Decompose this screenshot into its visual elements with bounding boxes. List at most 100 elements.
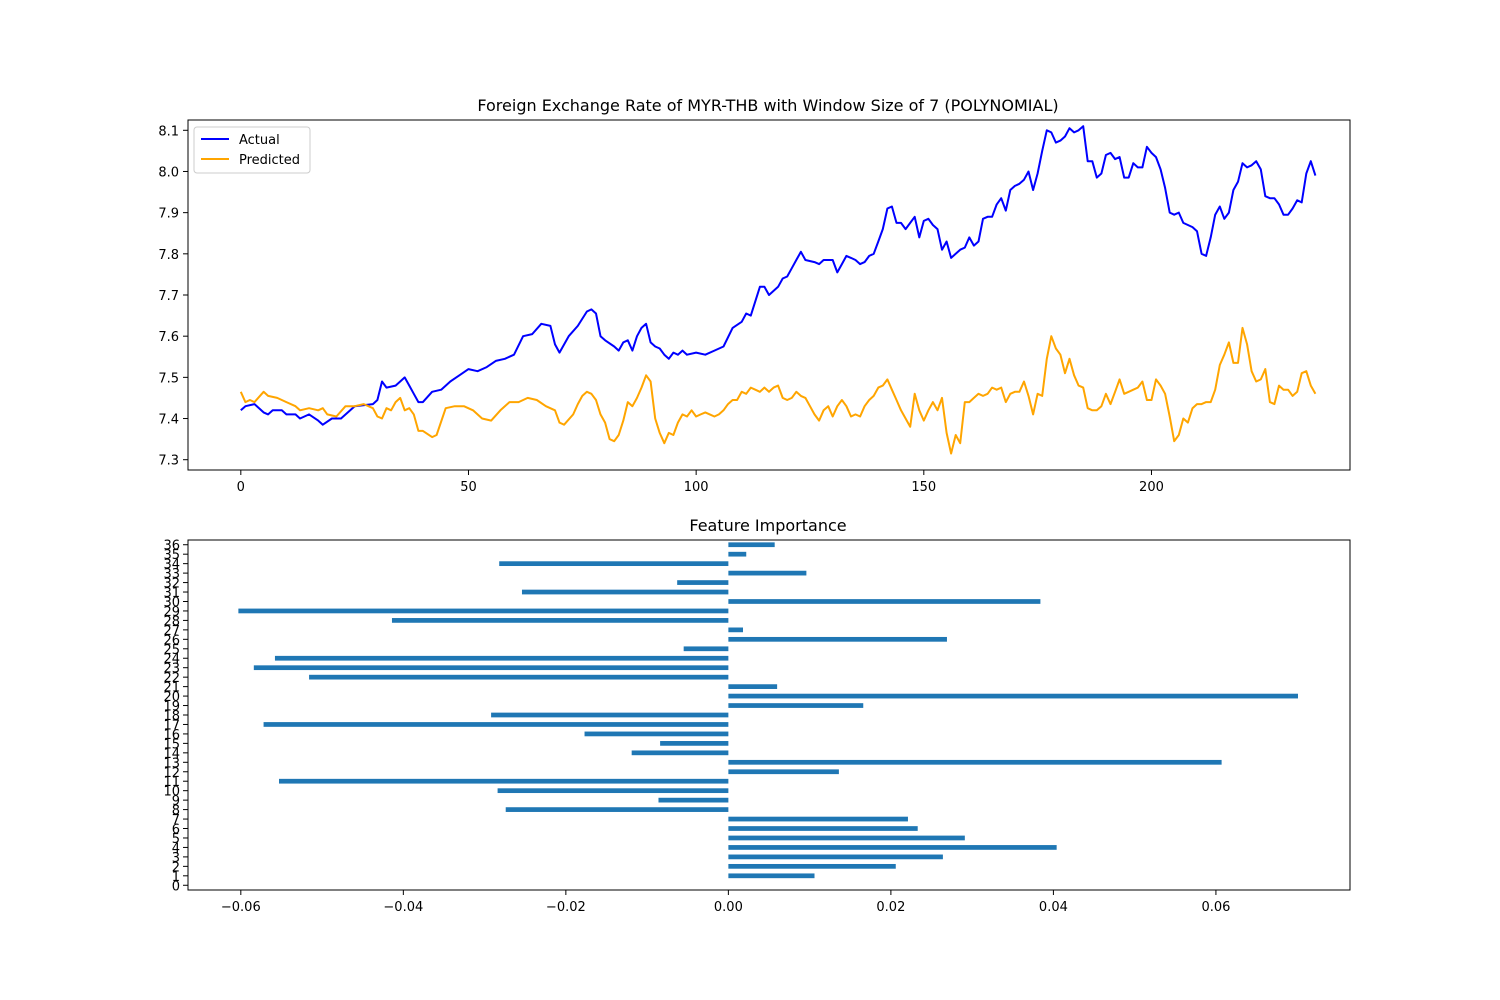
bar-feature-13 bbox=[728, 759, 1222, 765]
x-tick-label: 0.02 bbox=[876, 900, 905, 915]
bar-feature-22 bbox=[309, 674, 729, 680]
y-tick-label: 2 bbox=[172, 860, 180, 875]
bar-feature-10 bbox=[497, 788, 729, 794]
line-chart-x-ticks: 0 50 100 150 200 bbox=[237, 470, 1164, 495]
y-tick-label: 17 bbox=[163, 718, 180, 733]
y-tick-label: 3 bbox=[172, 851, 180, 866]
bar-chart-x-ticks: −0.06 −0.04 −0.02 0.00 0.02 0.04 0.06 bbox=[221, 890, 1230, 915]
y-tick-label: 14 bbox=[163, 747, 180, 762]
bar-feature-27 bbox=[728, 627, 743, 633]
x-tick-label: −0.04 bbox=[383, 900, 423, 915]
y-tick-label: 32 bbox=[163, 577, 180, 592]
bar-feature-28 bbox=[391, 618, 729, 623]
bar-feature-31 bbox=[521, 589, 729, 595]
y-tick-label: 7.3 bbox=[158, 454, 179, 469]
line-chart-y-ticks: 7.3 7.4 7.5 7.6 7.7 7.8 7.9 8.0 8.1 bbox=[158, 124, 188, 469]
y-tick-label: 9 bbox=[172, 794, 180, 809]
bar-feature-35 bbox=[728, 551, 747, 557]
y-tick-label: 7.8 bbox=[158, 248, 179, 263]
bar-chart: Feature Importance −0.06 −0.04 −0.02 0.00 0.… bbox=[163, 516, 1351, 915]
bar-feature-9 bbox=[658, 797, 729, 803]
bar-feature-4 bbox=[728, 845, 1057, 850]
bar-feature-12 bbox=[728, 769, 839, 775]
bar-feature-8 bbox=[505, 807, 729, 812]
y-tick-label: 10 bbox=[163, 785, 180, 800]
y-tick-label: 30 bbox=[163, 595, 180, 610]
y-tick-label: 1 bbox=[172, 870, 180, 885]
y-tick-label: 6 bbox=[172, 823, 180, 838]
y-tick-label: 35 bbox=[163, 548, 180, 563]
y-tick-label: 26 bbox=[163, 633, 180, 648]
y-tick-label: 36 bbox=[163, 539, 180, 554]
x-tick-label: 0 bbox=[237, 480, 245, 495]
y-tick-label: 21 bbox=[163, 681, 180, 696]
bar-feature-20 bbox=[728, 693, 1298, 699]
line-chart-legend: Actual Predicted bbox=[193, 126, 311, 174]
y-tick-label: 20 bbox=[163, 690, 180, 705]
bar-chart-y-ticks: 0123456789101112131415161718192021222324… bbox=[163, 539, 188, 894]
bar-feature-2 bbox=[728, 863, 896, 869]
y-tick-label: 27 bbox=[163, 624, 180, 639]
bar-feature-26 bbox=[728, 636, 947, 642]
y-tick-label: 7 bbox=[172, 813, 180, 828]
x-tick-label: −0.02 bbox=[546, 900, 586, 915]
x-tick-label: 50 bbox=[460, 480, 477, 495]
x-tick-label: 0.04 bbox=[1039, 900, 1068, 915]
y-tick-label: 18 bbox=[163, 709, 180, 724]
legend-label-actual: Actual bbox=[239, 133, 280, 148]
bar-feature-15 bbox=[660, 741, 729, 746]
y-tick-label: 8.1 bbox=[158, 124, 179, 139]
y-tick-label: 7.7 bbox=[158, 289, 179, 304]
y-tick-label: 13 bbox=[163, 756, 180, 771]
bar-feature-16 bbox=[584, 731, 729, 737]
bar-feature-11 bbox=[279, 778, 729, 784]
y-tick-label: 16 bbox=[163, 728, 180, 743]
y-tick-label: 4 bbox=[172, 841, 180, 856]
series-line-predicted bbox=[239, 326, 1317, 455]
y-tick-label: 25 bbox=[163, 643, 180, 658]
legend-label-predicted: Predicted bbox=[239, 153, 300, 168]
x-tick-label: 200 bbox=[1139, 480, 1164, 495]
bar-feature-23 bbox=[253, 665, 729, 671]
bar-feature-3 bbox=[728, 854, 943, 860]
y-tick-label: 29 bbox=[163, 605, 180, 620]
bar-feature-14 bbox=[631, 750, 729, 756]
bar-feature-24 bbox=[274, 655, 729, 661]
line-chart-series bbox=[239, 125, 1317, 455]
bar-feature-34 bbox=[499, 561, 729, 567]
bar-feature-21 bbox=[728, 684, 778, 689]
line-chart: Foreign Exchange Rate of MYR-THB with Wi… bbox=[158, 96, 1351, 495]
y-tick-label: 31 bbox=[163, 586, 180, 601]
bar-feature-6 bbox=[728, 826, 918, 831]
y-tick-label: 7.9 bbox=[158, 207, 179, 222]
x-tick-label: 100 bbox=[684, 480, 709, 495]
y-tick-label: 7.6 bbox=[158, 330, 179, 345]
line-chart-title: Foreign Exchange Rate of MYR-THB with Wi… bbox=[477, 96, 1058, 115]
y-tick-label: 15 bbox=[163, 737, 180, 752]
bar-feature-5 bbox=[728, 835, 965, 841]
series-line-actual bbox=[240, 125, 1317, 426]
y-tick-label: 28 bbox=[163, 614, 180, 629]
y-tick-label: 11 bbox=[163, 775, 180, 790]
y-tick-label: 7.5 bbox=[158, 371, 179, 386]
x-tick-label: 0.00 bbox=[714, 900, 743, 915]
y-tick-label: 24 bbox=[163, 652, 180, 667]
bar-feature-25 bbox=[683, 646, 729, 652]
bar-chart-title: Feature Importance bbox=[689, 516, 846, 535]
bar-feature-33 bbox=[728, 570, 807, 576]
bar-feature-19 bbox=[728, 703, 864, 708]
y-tick-label: 7.4 bbox=[158, 413, 179, 428]
x-tick-label: −0.06 bbox=[221, 900, 261, 915]
y-tick-label: 34 bbox=[163, 558, 180, 573]
x-tick-label: 0.06 bbox=[1201, 900, 1230, 915]
bar-feature-7 bbox=[728, 816, 908, 822]
y-tick-label: 5 bbox=[172, 832, 180, 847]
y-tick-label: 23 bbox=[163, 662, 180, 677]
y-tick-label: 22 bbox=[163, 671, 180, 686]
bar-chart-bars bbox=[238, 542, 1298, 888]
bar-feature-36 bbox=[728, 542, 775, 548]
y-tick-label: 33 bbox=[163, 567, 180, 582]
bar-feature-1 bbox=[728, 873, 815, 879]
y-tick-label: 8 bbox=[172, 804, 180, 819]
